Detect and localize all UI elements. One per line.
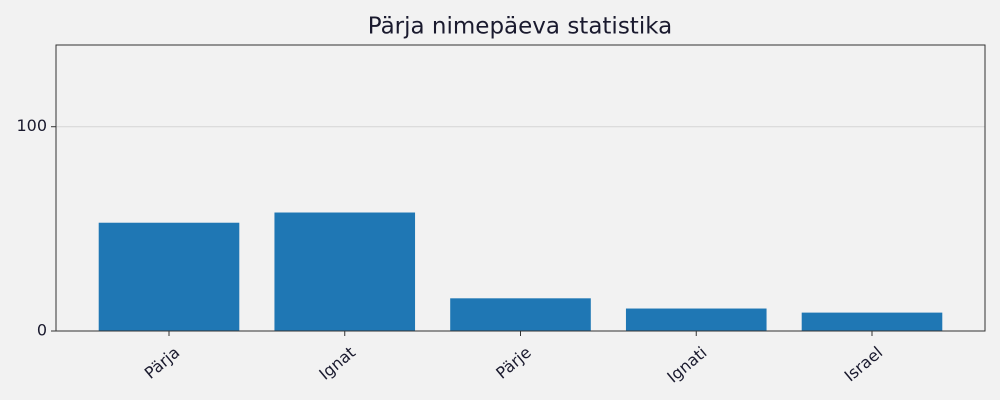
plot-frame bbox=[55, 44, 986, 332]
y-tick-label: 0 bbox=[37, 321, 47, 340]
bar bbox=[801, 312, 943, 331]
bar bbox=[625, 308, 767, 331]
bar bbox=[450, 298, 591, 331]
y-tick-label: 100 bbox=[16, 116, 47, 135]
chart-title: Pärja nimepäeva statistika bbox=[368, 14, 672, 40]
bar bbox=[274, 212, 416, 331]
bar bbox=[98, 222, 240, 331]
